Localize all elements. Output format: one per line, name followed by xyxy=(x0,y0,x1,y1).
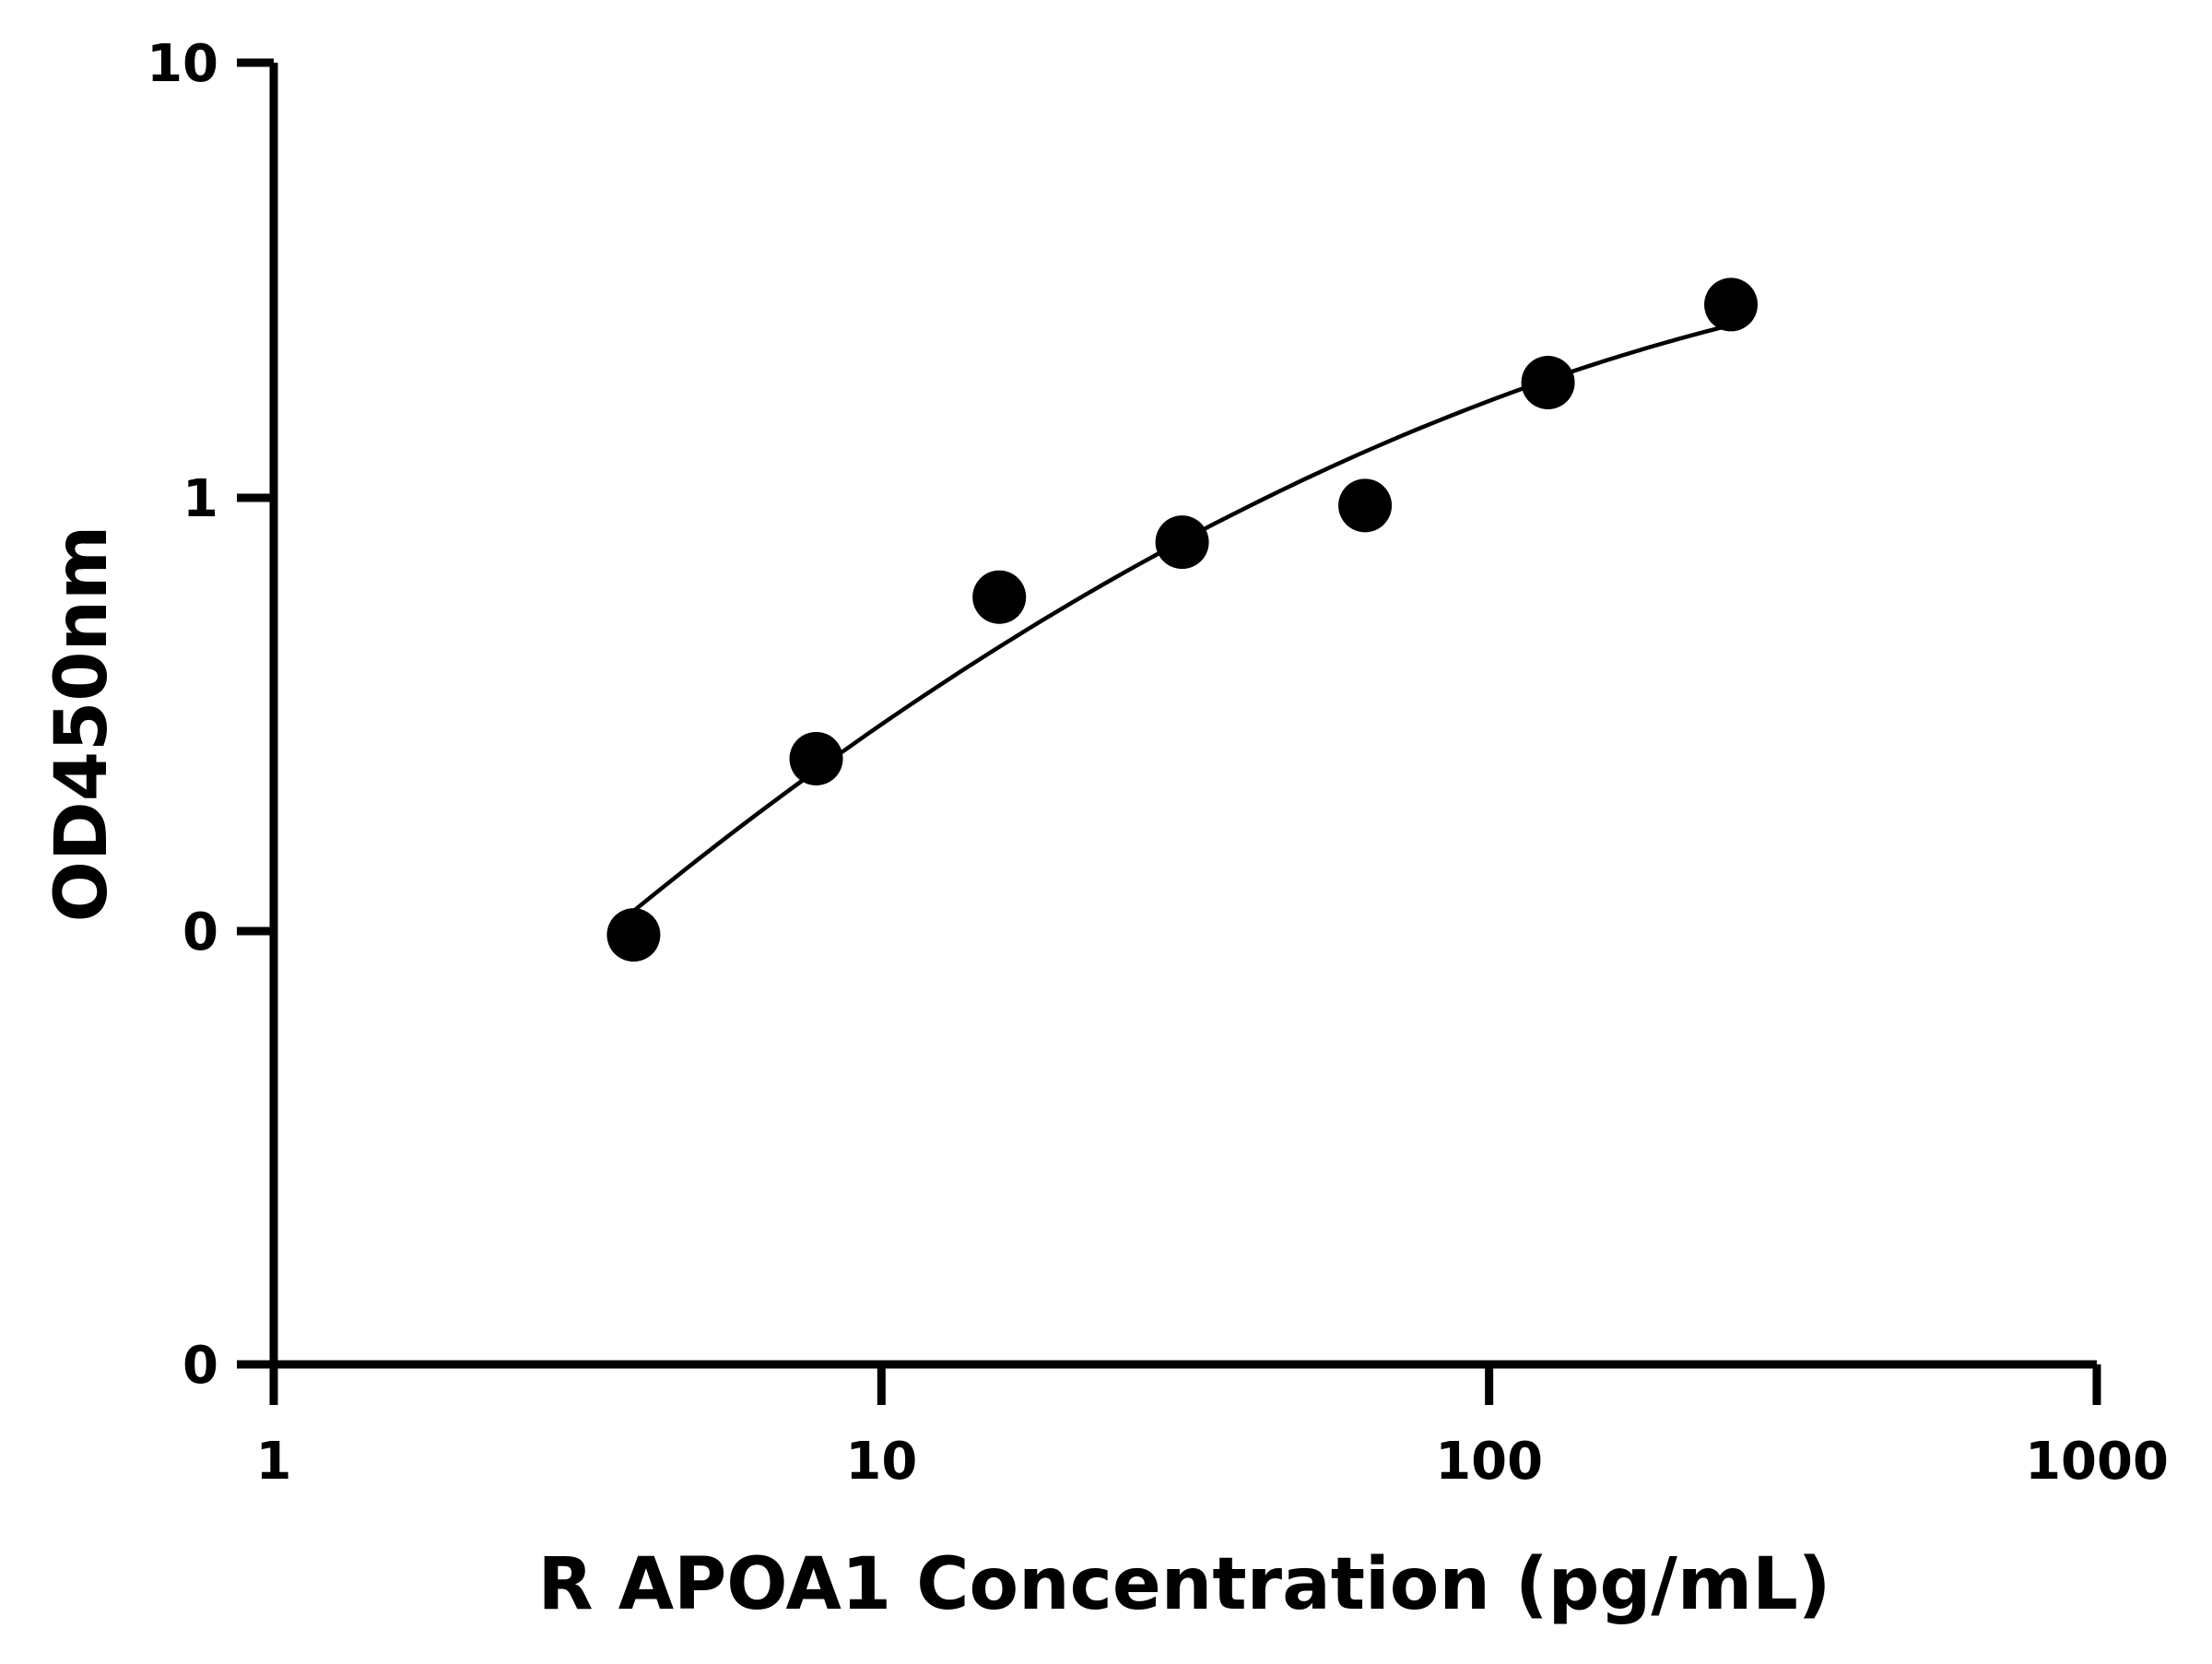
x-tick-label: 1000 xyxy=(2025,1432,2169,1492)
data-point xyxy=(606,908,661,962)
labels-layer: R APOA1 Concentration (pg/mL) OD450nm xyxy=(41,525,1830,1626)
y-tick-label: 0 xyxy=(182,903,218,962)
fit-curve xyxy=(631,323,1732,913)
fit-curve-layer xyxy=(631,323,1732,913)
data-point xyxy=(1338,478,1393,533)
x-tick-label: 100 xyxy=(1435,1432,1543,1492)
x-tick-label: 1 xyxy=(256,1432,292,1492)
y-tick-label: 0 xyxy=(182,1336,218,1396)
x-axis-label: R APOA1 Concentration (pg/mL) xyxy=(538,1543,1831,1626)
data-points-layer xyxy=(606,277,1759,962)
data-point xyxy=(1155,515,1209,570)
y-tick-label: 10 xyxy=(147,34,218,94)
data-point xyxy=(1521,356,1575,410)
data-point xyxy=(789,731,843,785)
x-tick-label: 10 xyxy=(845,1432,917,1492)
data-point xyxy=(1704,277,1759,332)
y-tick-label: 1 xyxy=(182,469,218,529)
y-axis-label: OD450nm xyxy=(41,525,124,923)
data-point xyxy=(972,570,1027,624)
